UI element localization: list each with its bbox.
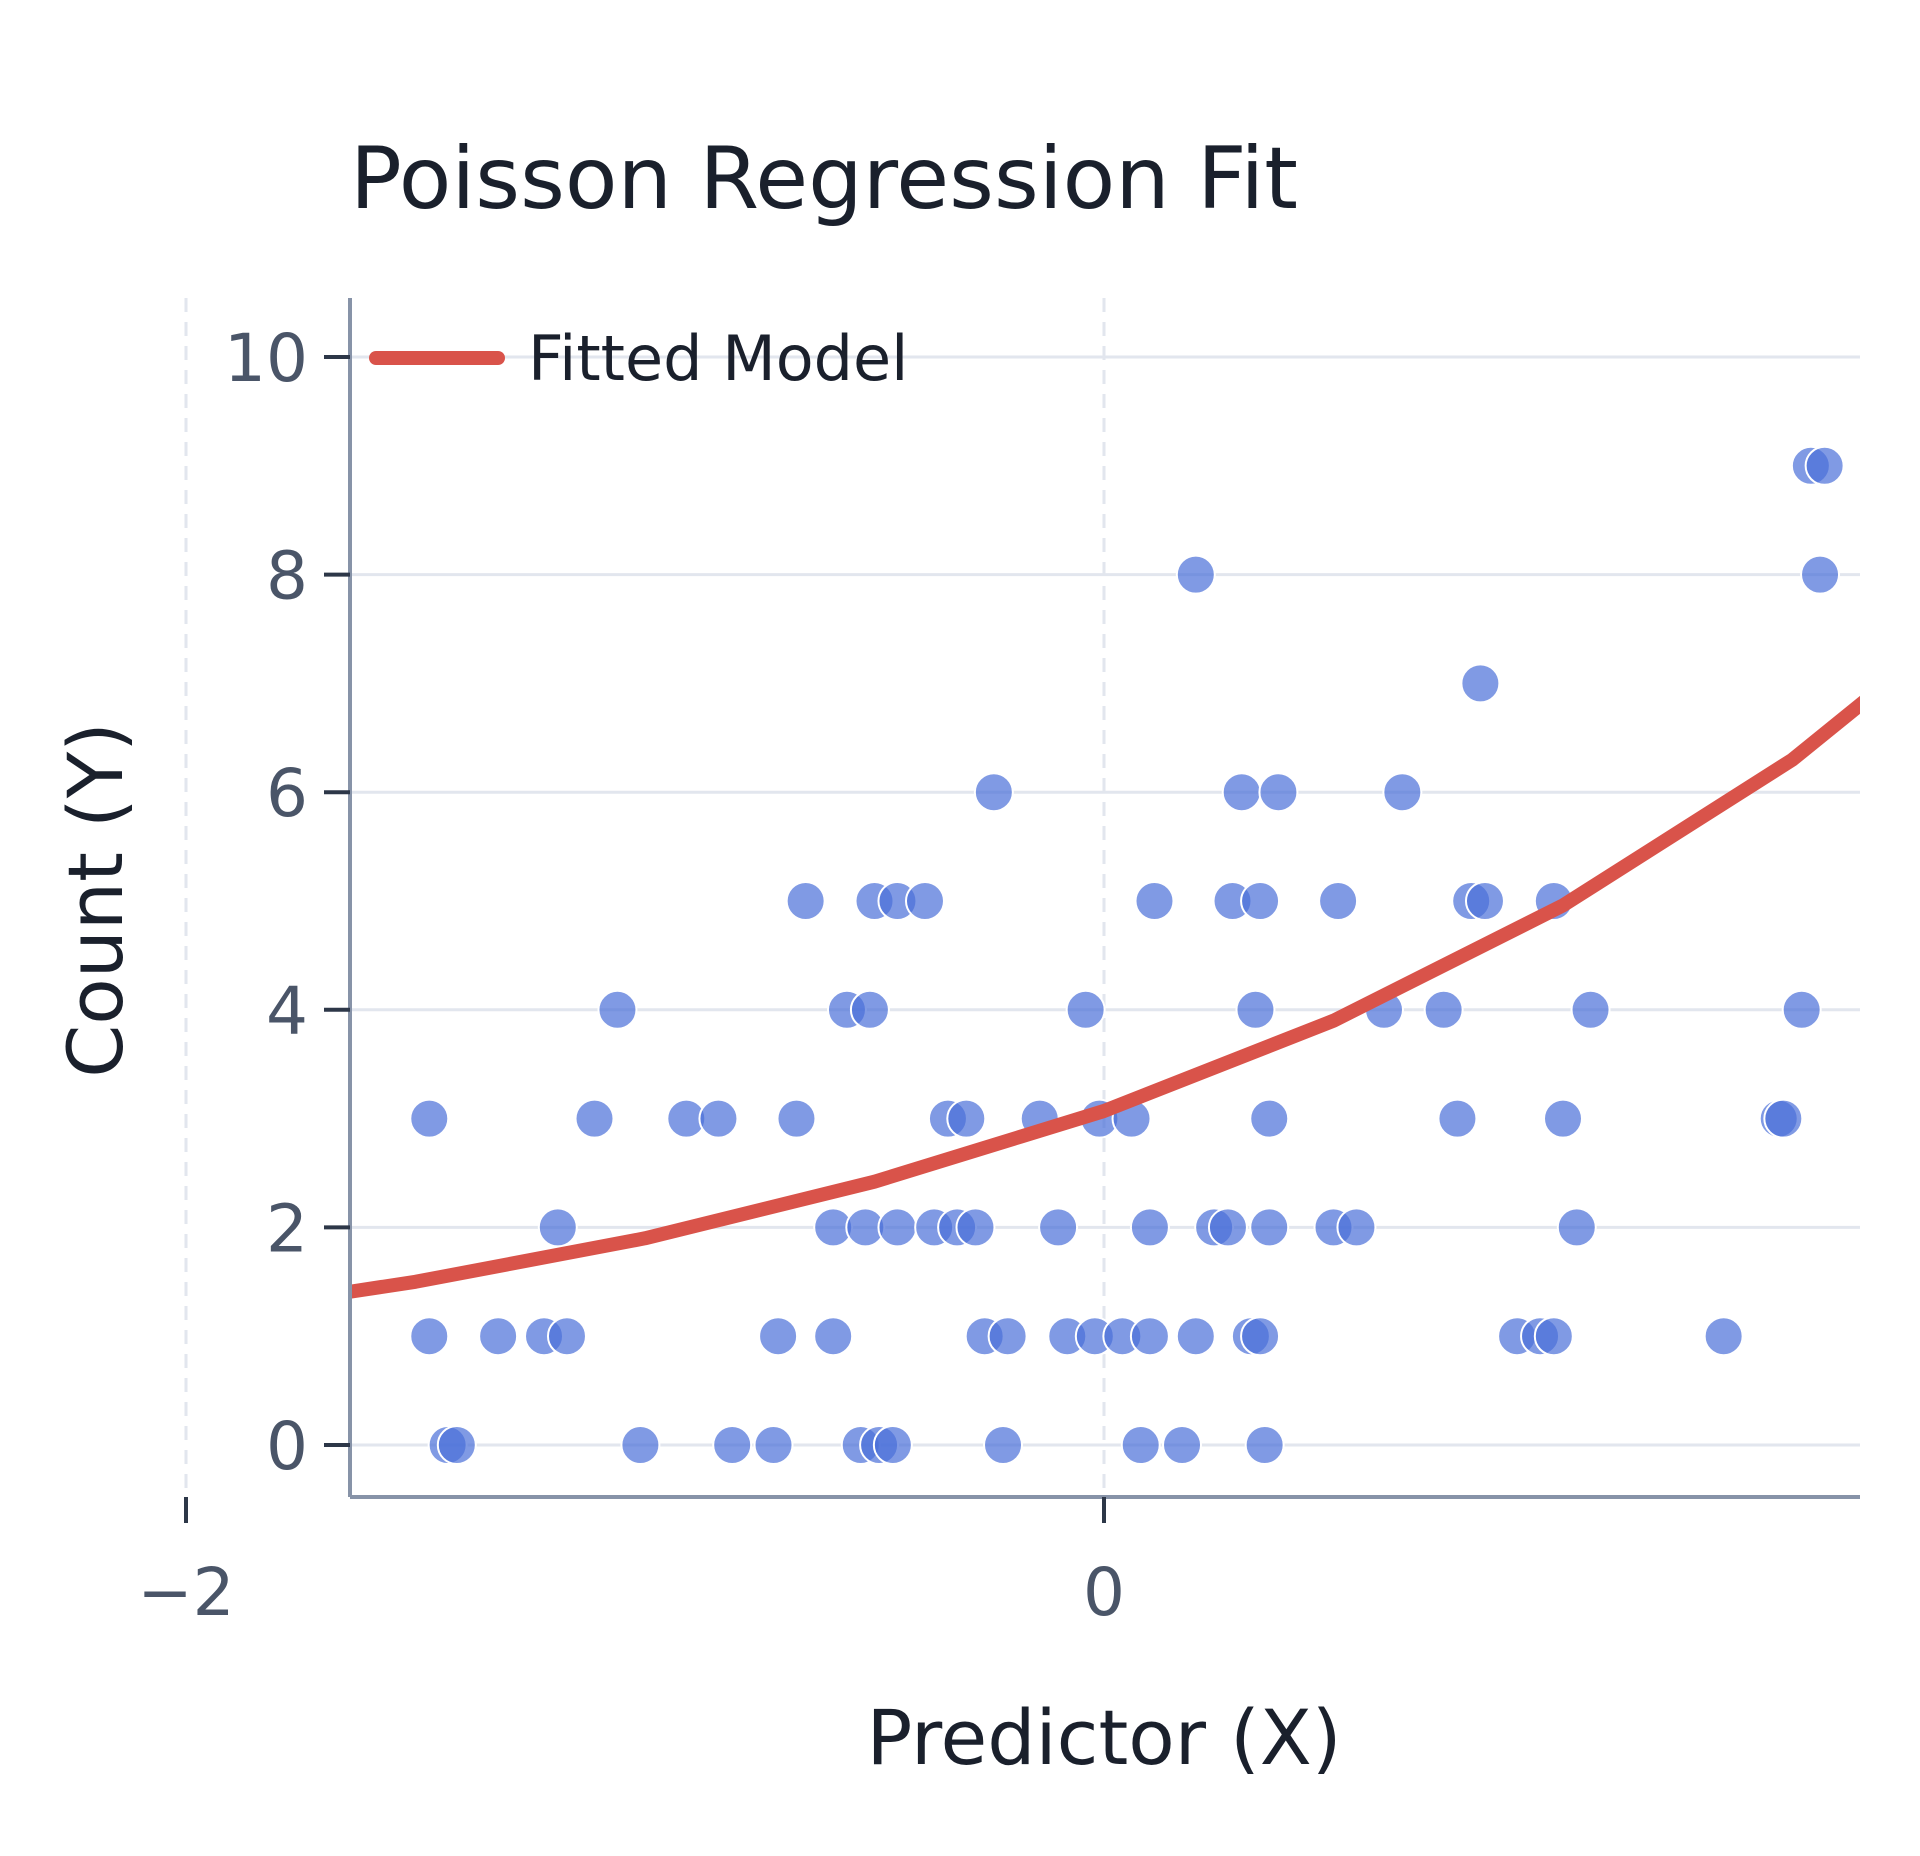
scatter-point: [1065, 989, 1106, 1030]
x-tick-label: 0: [1083, 1554, 1125, 1631]
scatter-point: [537, 1207, 578, 1248]
scatter-point: [753, 1425, 794, 1465]
scatter-point: [1703, 1316, 1744, 1357]
scatter-point: [1570, 989, 1611, 1030]
scatter-point: [1235, 989, 1276, 1030]
scatter-point: [946, 1098, 987, 1139]
scatter-point: [1804, 445, 1845, 486]
scatter-point: [1221, 772, 1262, 813]
scatter-point: [1464, 881, 1505, 921]
y-tick-label: 10: [224, 320, 308, 397]
legend-label-fitted-model: Fitted Model: [528, 322, 908, 395]
scatter-point: [1460, 663, 1501, 704]
scatter-point: [1175, 554, 1216, 595]
scatter-point: [1336, 1207, 1377, 1248]
x-tick-label: −2: [137, 1554, 234, 1631]
scatter-point: [1533, 1316, 1574, 1357]
scatter-point: [712, 1425, 753, 1465]
chart-title: Poisson Regression Fit: [350, 129, 1298, 229]
y-axis-label: Count (Y): [51, 722, 140, 1078]
scatter-point: [1543, 1098, 1583, 1139]
scatter-point: [776, 1098, 817, 1139]
scatter-point: [1249, 1098, 1290, 1139]
scatter-point: [1240, 1316, 1281, 1357]
scatter-point: [1800, 554, 1841, 595]
y-tick-label: 4: [266, 973, 308, 1050]
scatter-point: [1556, 1207, 1597, 1248]
scatter-point: [409, 1316, 450, 1357]
scatter-point: [785, 881, 826, 921]
scatter-point: [1318, 881, 1359, 921]
scatter-point: [597, 989, 638, 1030]
y-tick-label: 8: [266, 538, 308, 615]
scatter-point: [698, 1098, 739, 1139]
y-tick-label: 0: [266, 1408, 308, 1485]
scatter-points: [176, 445, 1845, 1465]
scatter-point: [176, 1208, 214, 1246]
scatter-point: [758, 1316, 799, 1357]
scatter-point: [1162, 1425, 1203, 1465]
grid: [184, 298, 1860, 1497]
scatter-point: [1781, 989, 1822, 1030]
y-tick-label: 2: [266, 1190, 308, 1267]
scatter-point: [546, 1316, 587, 1357]
scatter-point: [574, 1098, 615, 1139]
scatter-point: [190, 1208, 228, 1246]
scatter-point: [208, 1426, 246, 1464]
scatter-point: [1129, 1316, 1170, 1357]
scatter-point: [1207, 1207, 1248, 1248]
scatter-point: [1120, 1425, 1161, 1465]
scatter-point: [1175, 1316, 1216, 1357]
scatter-point: [1423, 989, 1464, 1030]
legend: Fitted Model: [369, 322, 908, 395]
scatter-point: [973, 772, 1014, 813]
scatter-point: [987, 1316, 1028, 1357]
scatter-point: [877, 1207, 918, 1248]
scatter-point: [1249, 1207, 1290, 1248]
scatter-point: [983, 1425, 1024, 1465]
scatter-point: [1437, 1098, 1478, 1139]
scatter-point: [872, 1425, 913, 1465]
scatter-point: [1244, 1425, 1285, 1465]
scatter-point: [436, 1425, 477, 1465]
fit-line: [352, 695, 1860, 1299]
scatter-point: [1134, 881, 1175, 921]
scatter-point: [478, 1316, 519, 1357]
scatter-point: [620, 1425, 661, 1465]
scatter-point: [904, 881, 945, 921]
scatter-point: [1763, 1098, 1804, 1139]
scatter-point: [1382, 772, 1423, 813]
scatter-point: [273, 1100, 311, 1138]
scatter-point: [409, 1098, 450, 1139]
scatter-point: [955, 1207, 996, 1248]
scatter-point: [1258, 772, 1299, 813]
scatter-point: [1038, 1207, 1079, 1248]
scatter-point: [1129, 1207, 1170, 1248]
scatter-point: [849, 989, 890, 1030]
scatter-point: [813, 1316, 854, 1357]
x-axis-label: Predictor (X): [866, 1693, 1341, 1782]
y-tick-label: 6: [266, 755, 308, 832]
scatter-point: [1240, 881, 1281, 921]
